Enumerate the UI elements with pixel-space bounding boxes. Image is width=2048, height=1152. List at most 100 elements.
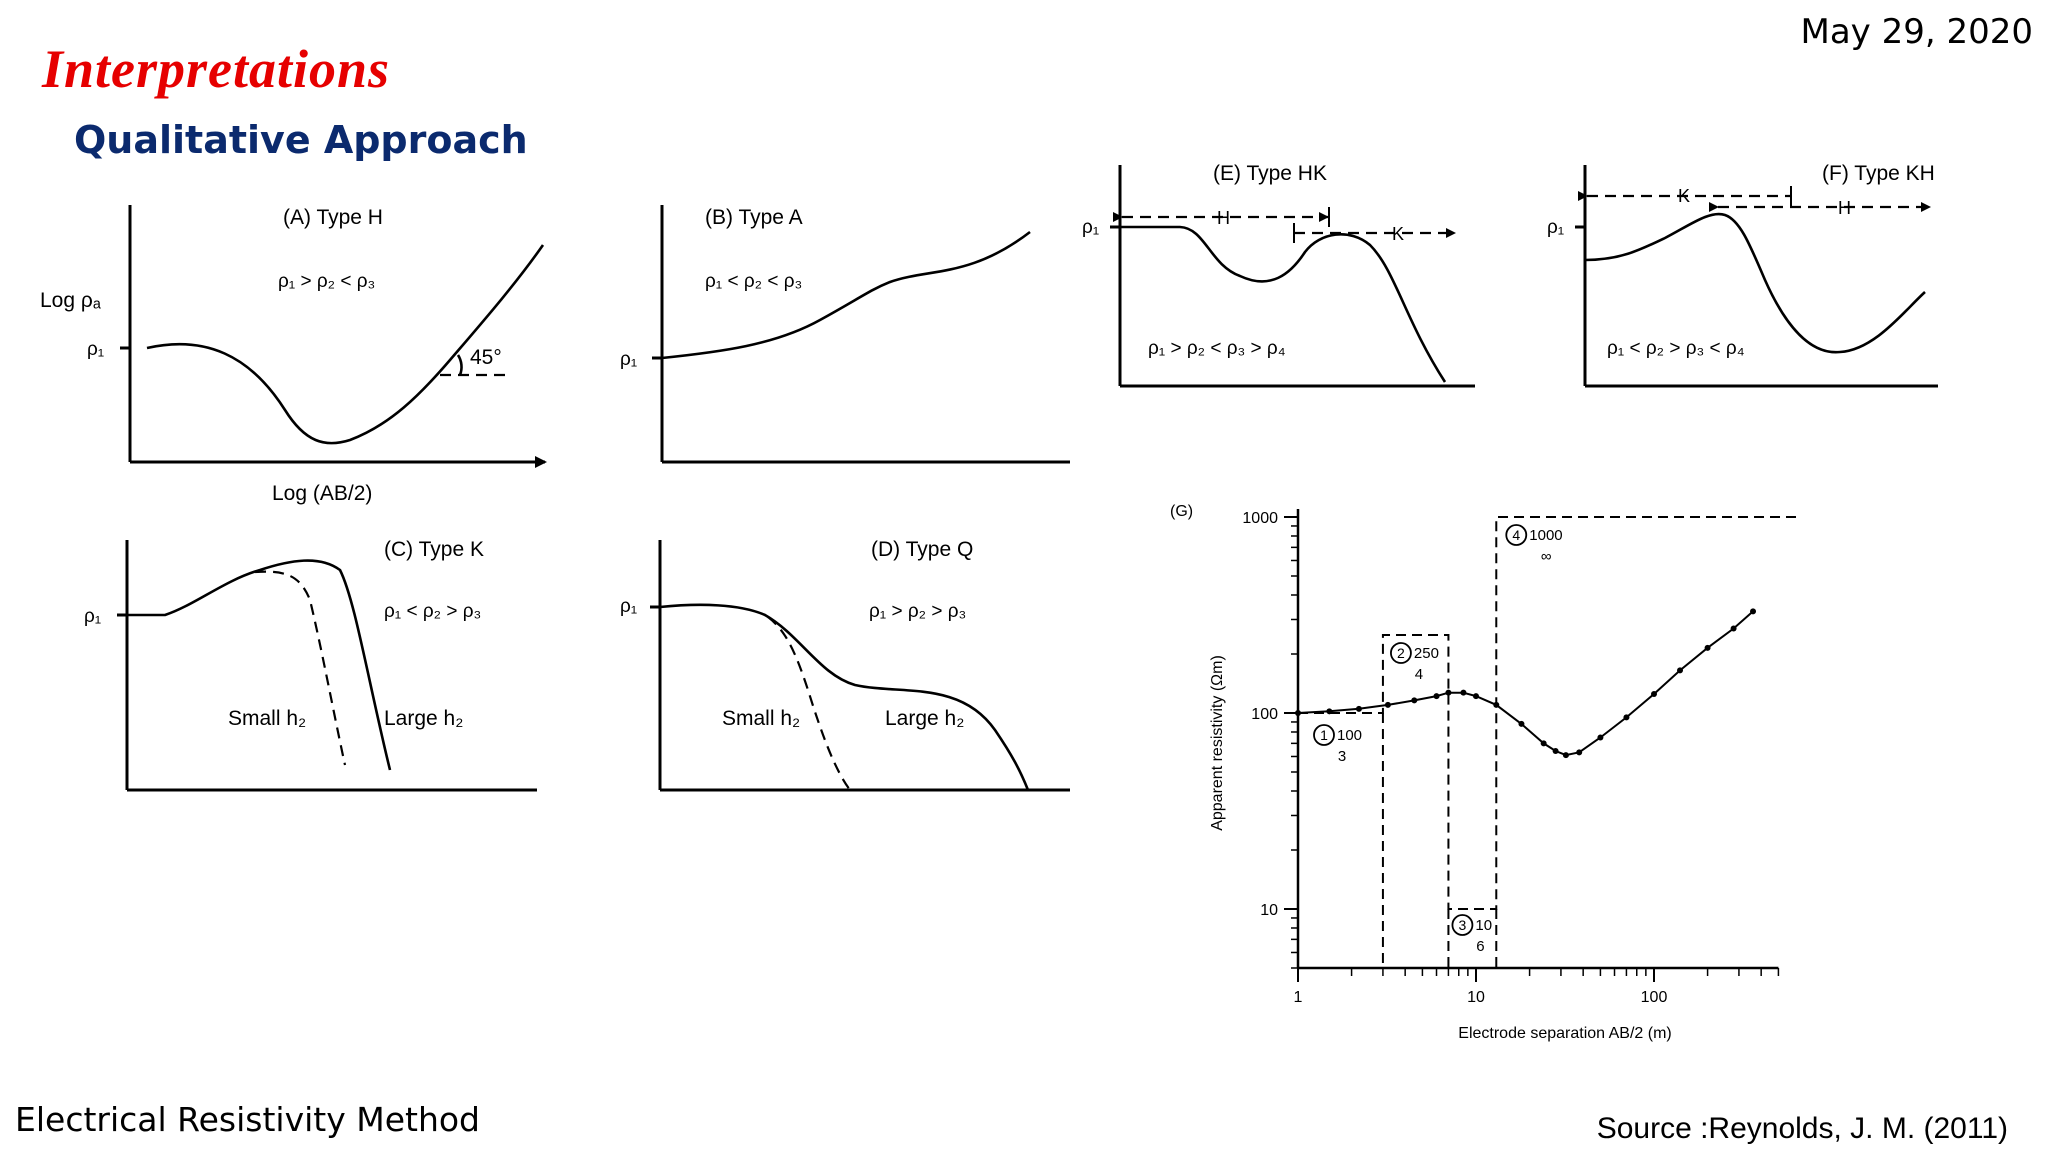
chart-g-x-tick-label: 1 bbox=[1294, 989, 1303, 1006]
chart-g-tick-marks bbox=[1284, 516, 1780, 983]
chart-g-data-point bbox=[1552, 747, 1559, 754]
chart-g-layer-step bbox=[1298, 516, 1799, 910]
chart-g-data-point bbox=[1433, 693, 1440, 700]
panel-b-rho: ρ₁ bbox=[620, 349, 637, 370]
panel-a-x-label: Log (AB/2) bbox=[272, 482, 372, 505]
panel-b-curve bbox=[661, 230, 1031, 360]
chart-g-data-point bbox=[1493, 701, 1500, 708]
chart-g-data-point bbox=[1677, 667, 1684, 674]
chart-g-tick-labels: 1 10 100 1000 100 10 bbox=[1242, 510, 1667, 1006]
chart-g-layer-number: 2 bbox=[1397, 645, 1405, 661]
panel-a-relation: ρ₁ > ρ₂ < ρ₃ bbox=[278, 271, 375, 292]
panel-f-title: (F) Type KH bbox=[1822, 162, 1935, 185]
chart-g-layer-number: 1 bbox=[1320, 727, 1328, 743]
chart-g-data-point bbox=[1411, 697, 1418, 704]
panel-g-sounding-chart: (G) 1 10 100 1000 100 10 1 100 3 2 250 4 3 10 6 4 1000 ∞… bbox=[1170, 503, 1799, 1042]
panel-a-curve bbox=[146, 244, 545, 445]
chart-g-data-point bbox=[1518, 720, 1525, 727]
panel-d-small-label: Small h₂ bbox=[722, 707, 800, 730]
chart-g-y-tick-label: 100 bbox=[1251, 706, 1278, 723]
chart-g-y-tick-label: 10 bbox=[1260, 902, 1278, 919]
chart-g-y-tick-label: 1000 bbox=[1242, 510, 1278, 527]
chart-g-data-point bbox=[1460, 689, 1467, 696]
chart-g-x-tick-label: 10 bbox=[1467, 989, 1485, 1006]
panel-d-curve-small bbox=[767, 616, 851, 791]
chart-g-series-line bbox=[1297, 610, 1754, 757]
panel-b-relation: ρ₁ < ρ₂ < ρ₃ bbox=[705, 271, 802, 292]
panel-d-type-q: (D) Type Q ρ₁ > ρ₂ > ρ₃ ρ₁ Small h₂ Larg… bbox=[620, 538, 1070, 792]
panel-b-title: (B) Type A bbox=[705, 206, 803, 229]
chart-g-layer-resistivity: 10 bbox=[1475, 917, 1492, 934]
panel-f-rho: ρ₁ bbox=[1547, 217, 1564, 238]
panel-b-type-a: (B) Type A ρ₁ < ρ₂ < ρ₃ ρ₁ bbox=[620, 205, 1070, 464]
panel-f-seg-k: K bbox=[1678, 186, 1690, 206]
chart-g-layer-marker bbox=[1505, 524, 1528, 546]
chart-g-layer-resistivity: 250 bbox=[1414, 645, 1439, 662]
panel-c-small-label: Small h₂ bbox=[228, 707, 306, 730]
panel-f-type-kh: (F) Type KH ρ₁ < ρ₂ > ρ₃ < ρ₄ ρ₁ K H bbox=[1547, 162, 1938, 388]
chart-g-data-point bbox=[1445, 689, 1452, 696]
panel-e-curve bbox=[1120, 225, 1447, 383]
panel-d-relation: ρ₁ > ρ₂ > ρ₃ bbox=[869, 601, 966, 622]
chart-g-layer-thickness: 6 bbox=[1476, 938, 1484, 955]
chart-g-y-label: Apparent resistivity (Ωm) bbox=[1209, 655, 1226, 831]
chart-g-data-point bbox=[1562, 752, 1569, 759]
chart-g-layer-thickness: 4 bbox=[1415, 666, 1423, 683]
chart-g-layer-resistivity: 1000 bbox=[1529, 527, 1562, 544]
panel-f-seg-h: H bbox=[1838, 198, 1851, 218]
chart-g-layer-model: 1 100 3 2 250 4 3 10 6 4 1000 ∞ bbox=[1298, 516, 1799, 969]
panel-c-title: (C) Type K bbox=[384, 538, 484, 561]
chart-g-layer-marker bbox=[1390, 642, 1412, 664]
panel-d-rho: ρ₁ bbox=[620, 596, 637, 617]
panel-a-type-h: (A) Type H ρ₁ > ρ₂ < ρ₃ Log ρₐ ρ₁ Log (A… bbox=[40, 205, 547, 505]
chart-g-data-point bbox=[1295, 710, 1301, 716]
panel-c-large-label: Large h₂ bbox=[384, 707, 463, 730]
chart-g-data-point bbox=[1730, 625, 1737, 632]
chart-g-data-point bbox=[1540, 740, 1547, 747]
panel-c-curve-small bbox=[254, 570, 347, 766]
panel-e-rho: ρ₁ bbox=[1082, 217, 1099, 238]
chart-g-data-point bbox=[1623, 714, 1630, 721]
slide-subtitle: Qualitative Approach bbox=[74, 118, 528, 162]
chart-g-layer-marker bbox=[1451, 914, 1474, 936]
chart-g-title: (G) bbox=[1170, 503, 1193, 520]
chart-g-data-point bbox=[1576, 749, 1583, 756]
panel-a-title: (A) Type H bbox=[283, 206, 383, 229]
chart-g-layer-number: 3 bbox=[1459, 917, 1467, 933]
panel-a-y-label: Log ρₐ bbox=[40, 289, 101, 312]
panel-d-large-label: Large h₂ bbox=[885, 707, 964, 730]
panel-c-relation: ρ₁ < ρ₂ > ρ₃ bbox=[384, 601, 481, 622]
panel-a-rho: ρ₁ bbox=[87, 339, 104, 360]
chart-g-data-point bbox=[1651, 691, 1657, 698]
chart-g-layer-thickness: ∞ bbox=[1541, 548, 1552, 565]
chart-g-layer-resistivity: 100 bbox=[1337, 727, 1362, 744]
panel-d-title: (D) Type Q bbox=[871, 538, 973, 561]
panel-f-relation: ρ₁ < ρ₂ > ρ₃ < ρ₄ bbox=[1607, 338, 1745, 359]
chart-g-data-point bbox=[1384, 701, 1391, 708]
panel-e-type-hk: (E) Type HK ρ₁ > ρ₂ < ρ₃ > ρ₄ ρ₁ H K bbox=[1082, 162, 1475, 388]
slide-footer: Electrical Resistivity Method bbox=[15, 1100, 480, 1139]
panel-c-type-k: (C) Type K ρ₁ < ρ₂ > ρ₃ ρ₁ Small h₂ Larg… bbox=[84, 538, 537, 792]
chart-g-x-tick-label: 100 bbox=[1641, 989, 1668, 1006]
chart-g-data-point bbox=[1750, 608, 1757, 615]
chart-g-x-label: Electrode separation AB/2 (m) bbox=[1458, 1025, 1671, 1042]
panel-f-curve bbox=[1584, 212, 1926, 354]
panel-c-curve-large bbox=[127, 559, 392, 771]
panel-a-angle-arc bbox=[456, 354, 463, 376]
panel-e-relation: ρ₁ > ρ₂ < ρ₃ > ρ₄ bbox=[1148, 338, 1286, 359]
chart-g-series-points bbox=[1295, 608, 1757, 759]
panel-d-curve-large bbox=[659, 603, 1030, 791]
panel-e-seg-h: H bbox=[1217, 208, 1230, 228]
chart-g-data-point bbox=[1326, 708, 1333, 715]
chart-g-layer-number: 4 bbox=[1512, 527, 1520, 543]
panel-c-rho: ρ₁ bbox=[84, 606, 101, 627]
slide-date: May 29, 2020 bbox=[1800, 12, 2033, 52]
panel-e-title: (E) Type HK bbox=[1213, 162, 1327, 185]
chart-g-layer-thickness: 3 bbox=[1338, 748, 1346, 765]
chart-g-data-point bbox=[1355, 705, 1362, 712]
slide-title: Interpretations bbox=[42, 39, 391, 99]
chart-g-layer-marker bbox=[1313, 724, 1335, 746]
chart-g-data-point bbox=[1704, 644, 1711, 651]
chart-g-data-point bbox=[1597, 734, 1604, 741]
